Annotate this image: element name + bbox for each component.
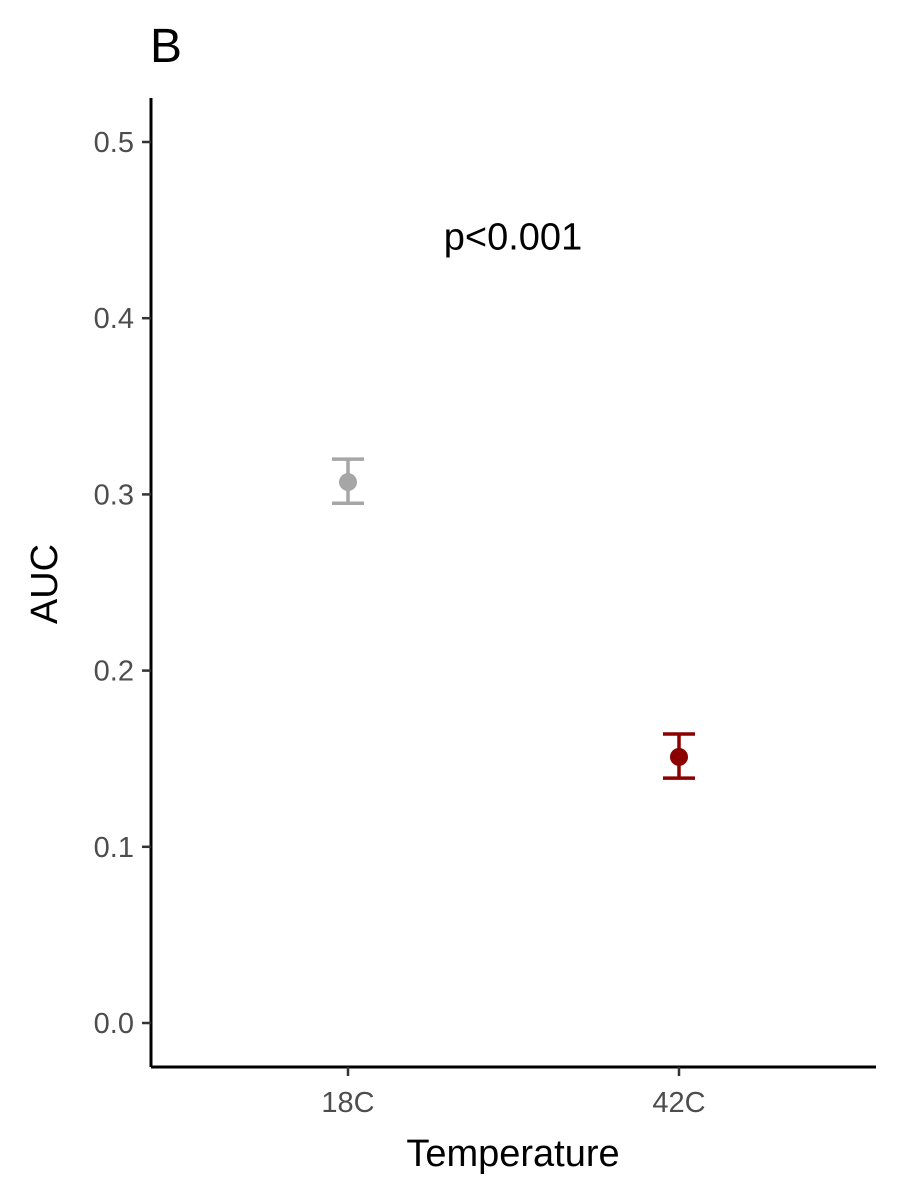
data-point [670, 747, 688, 766]
y-tick-label: 0.2 [94, 656, 134, 688]
y-tick-label: 0.5 [94, 127, 134, 159]
y-tick-label: 0.4 [94, 303, 134, 335]
data-points [332, 457, 695, 780]
x-tick-label: 42C [652, 1087, 705, 1119]
y-axis-title: AUC [24, 544, 66, 624]
x-axis: 18C 42C [151, 1065, 876, 1119]
p-value-annotation: p<0.001 [444, 216, 582, 258]
panel-label: B [150, 20, 182, 73]
point-group-42C [663, 732, 695, 780]
y-tick-label: 0.3 [94, 479, 134, 511]
y-tick-label: 0.1 [94, 832, 134, 864]
point-group-18C [332, 457, 364, 505]
x-tick-label: 18C [321, 1087, 374, 1119]
data-point [339, 473, 357, 492]
y-axis: 0.0 0.1 0.2 0.3 0.4 0.5 [94, 98, 153, 1067]
x-axis-title: Temperature [406, 1133, 619, 1175]
y-tick-label: 0.0 [94, 1008, 134, 1040]
